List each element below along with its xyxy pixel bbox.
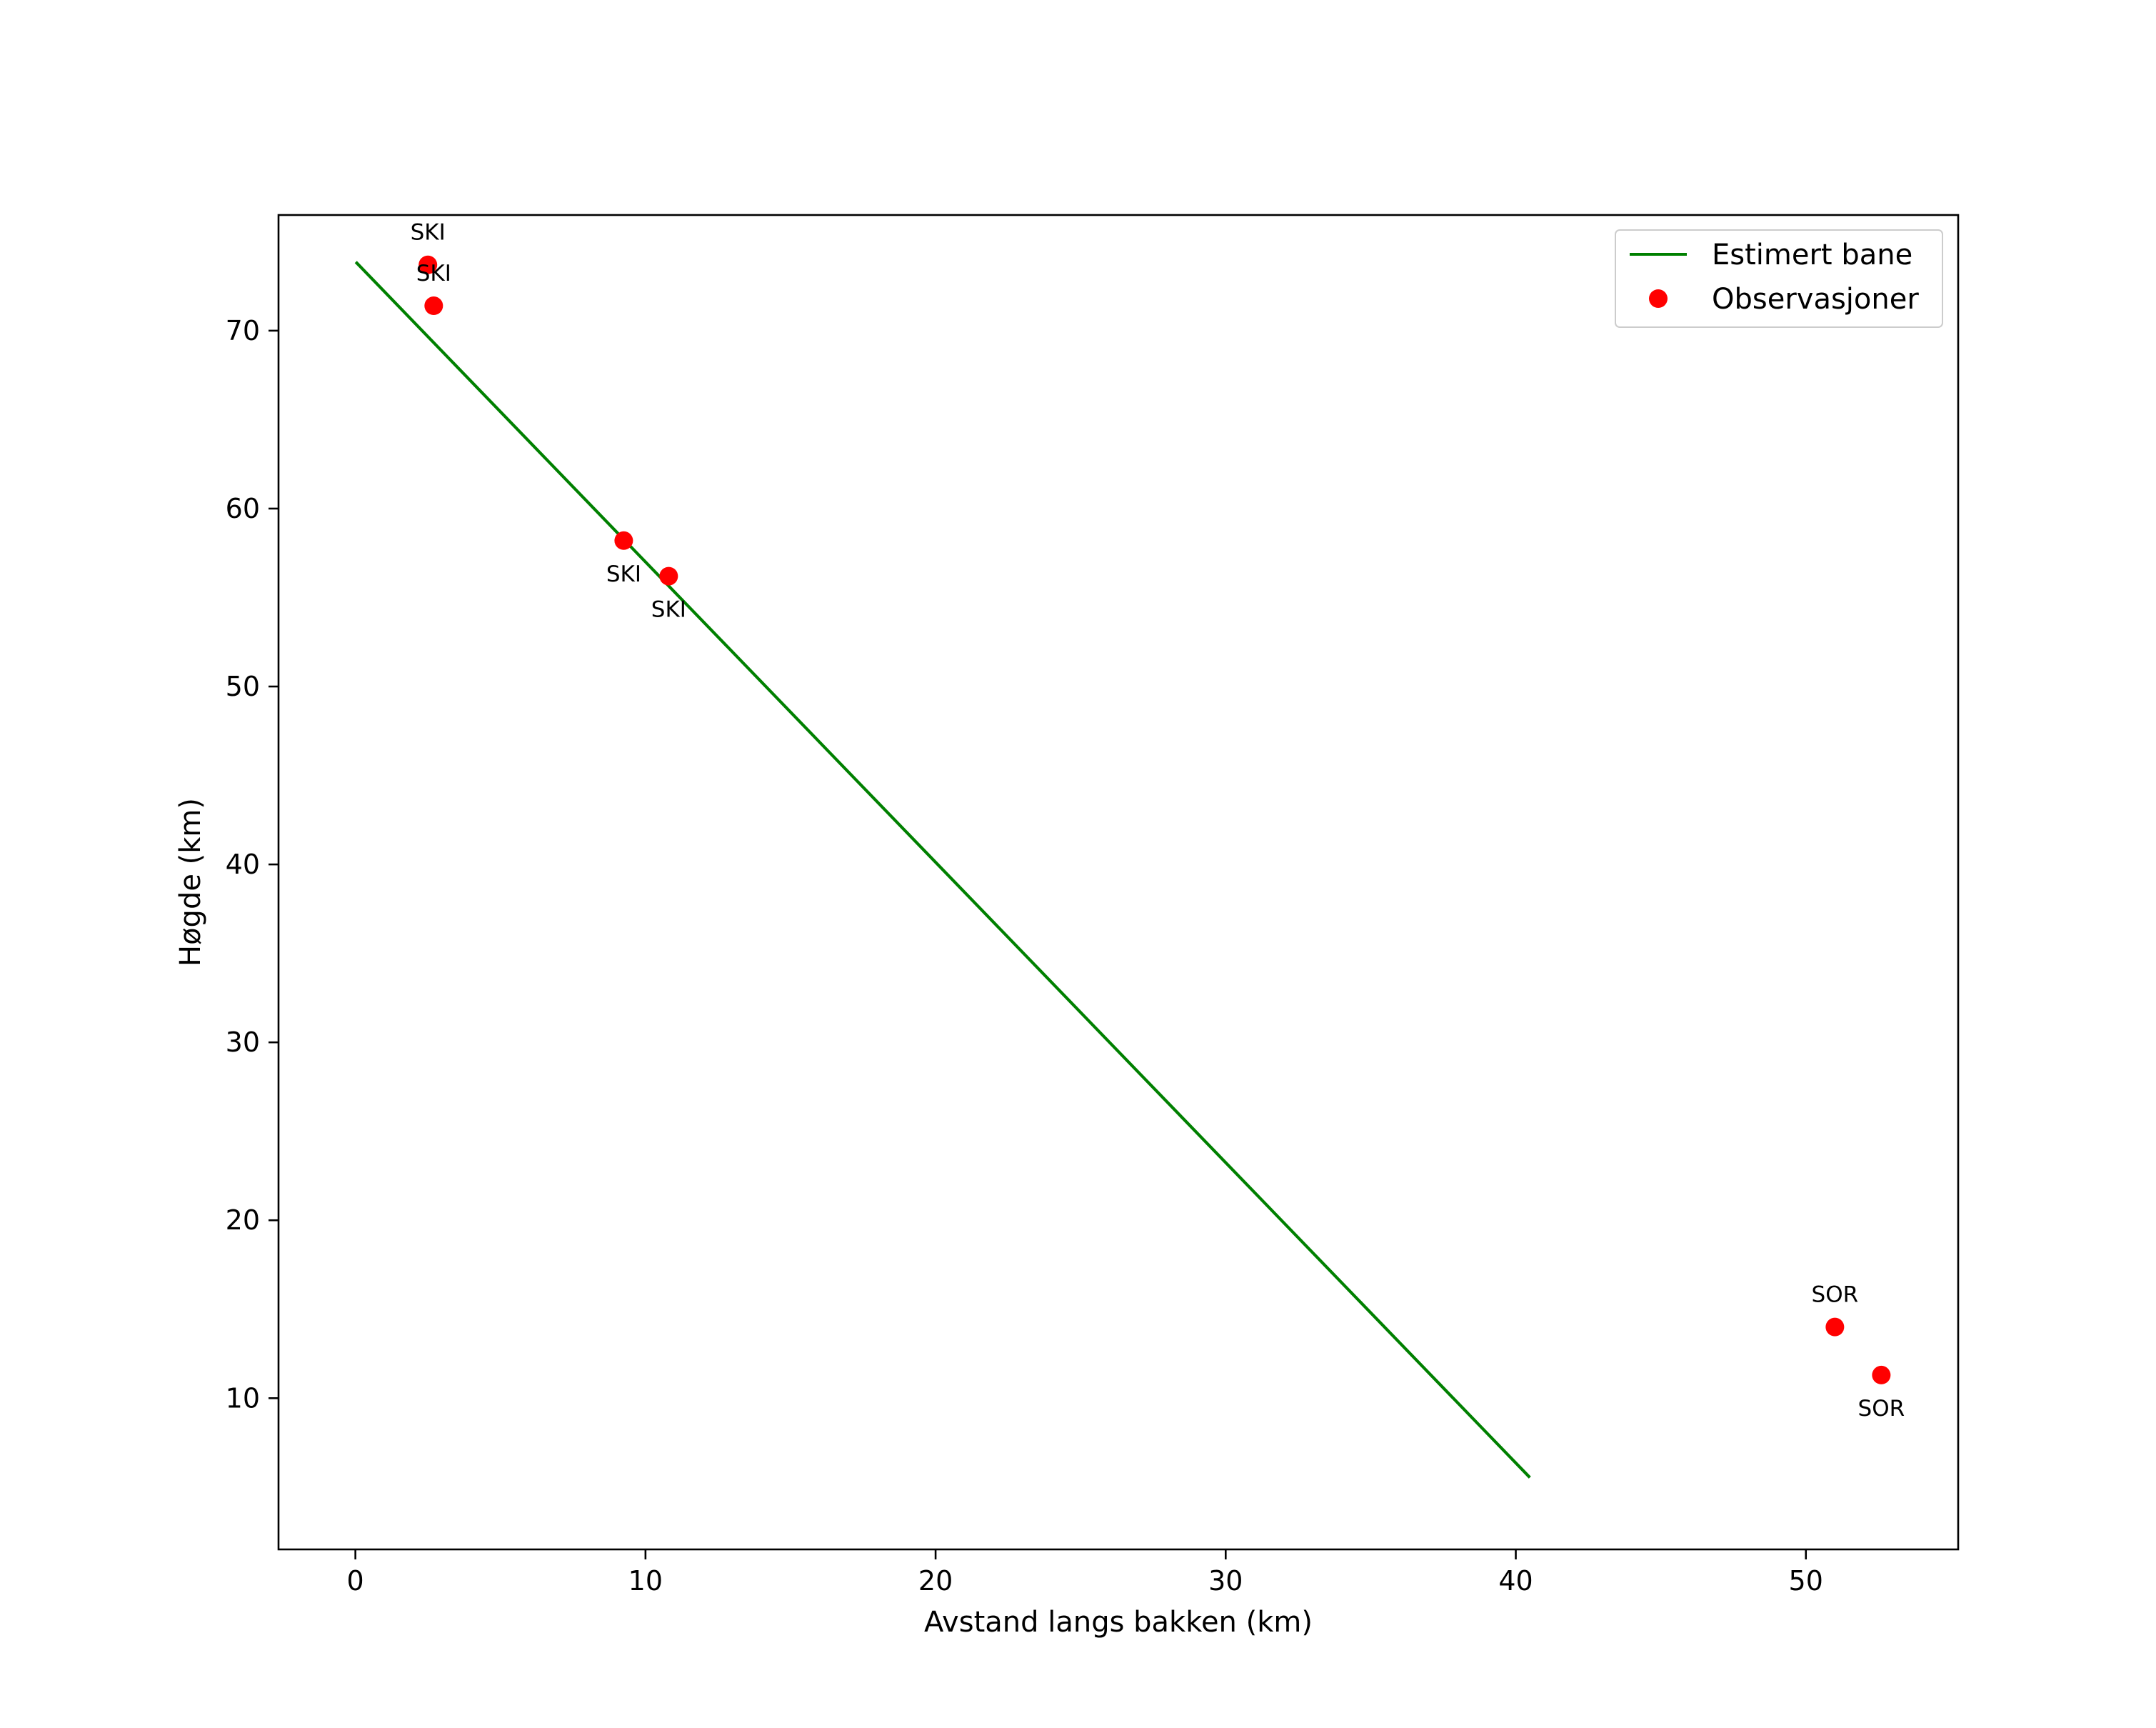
legend-point-label: Observasjoner [1712,283,1919,316]
legend: Estimert bane Observasjoner [1615,229,1943,328]
x-tick-label: 40 [1498,1565,1533,1597]
plot-area: SKI SKI SKI SKI SOR SOR [354,220,1905,1479]
observation-label: SKI [411,220,446,246]
axis-ticks: 0 10 20 30 40 50 10 20 30 40 50 60 70 [226,315,1823,1597]
legend-point-sample [1649,289,1668,308]
trajectory-line [354,261,1531,1479]
x-tick-label: 10 [628,1565,663,1597]
y-tick-label: 70 [226,315,260,346]
observation-label: SKI [651,597,686,623]
x-tick-label: 30 [1208,1565,1243,1597]
observation-label: SOR [1858,1396,1905,1422]
observation-point [1825,1317,1845,1337]
observation-point [1872,1365,1891,1384]
axes-frame [277,214,1960,1551]
y-tick-label: 40 [226,849,260,880]
x-axis-label: Avstand langs bakken (km) [924,1606,1313,1639]
observation-label: SKI [416,261,451,286]
observation-label: SOR [1812,1282,1859,1308]
y-tick-label: 10 [226,1382,260,1414]
legend-box [1615,229,1943,328]
observation-point [659,566,678,586]
observation-point [424,296,443,316]
y-axis-label: Høgde (km) [174,798,207,967]
observation-label: SKI [606,561,641,587]
y-tick-label: 60 [226,493,260,524]
x-tick-label: 50 [1789,1565,1823,1597]
x-tick-label: 20 [918,1565,953,1597]
y-tick-label: 50 [226,671,260,702]
legend-line-label: Estimert bane [1712,239,1912,271]
observation-point [614,531,633,550]
y-tick-label: 30 [226,1027,260,1058]
y-tick-label: 20 [226,1204,260,1236]
observation-point [418,255,438,274]
x-tick-label: 0 [347,1565,364,1597]
